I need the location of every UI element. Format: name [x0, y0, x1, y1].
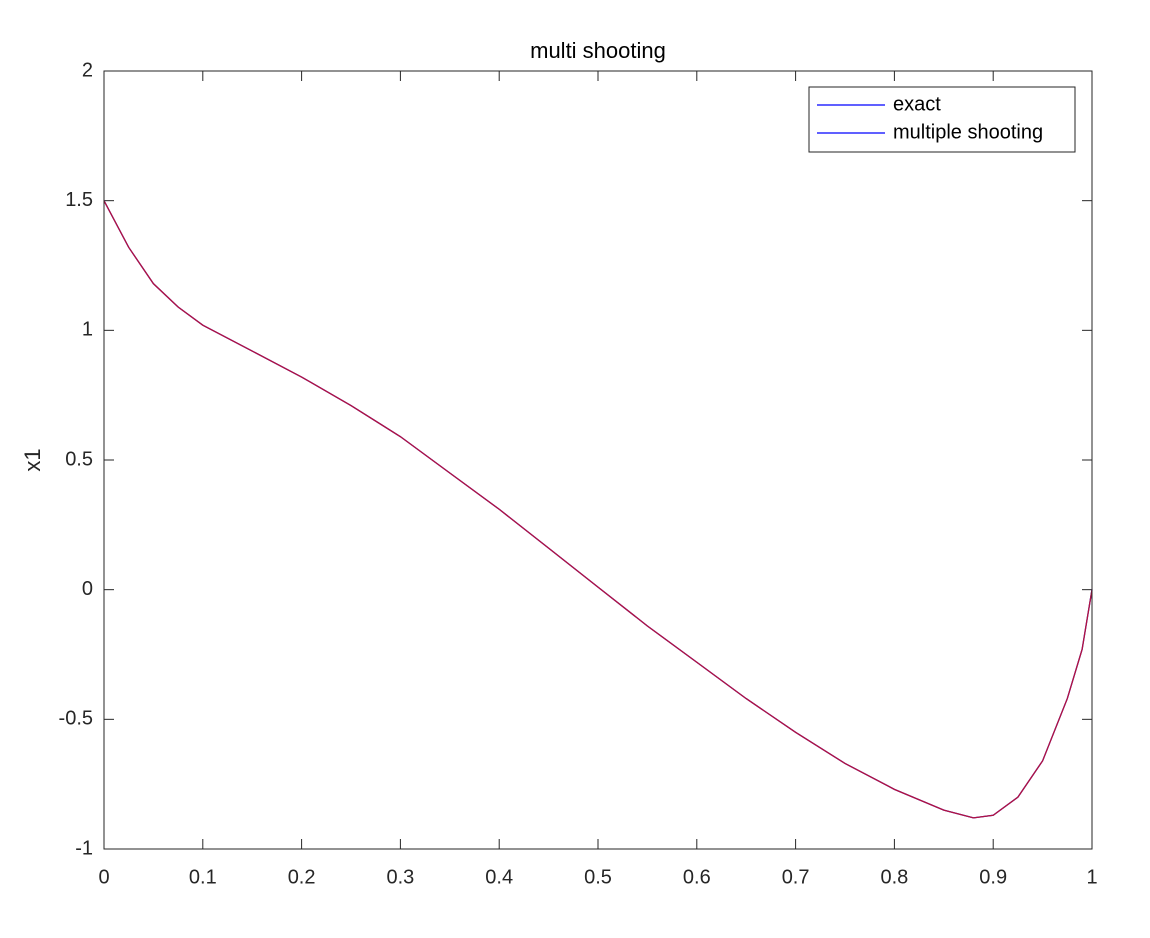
chart-title: multi shooting — [530, 38, 666, 63]
axes-box — [103, 70, 1093, 850]
y-tick-label: 1.5 — [65, 189, 93, 211]
legend-label: multiple shooting — [893, 121, 1043, 143]
y-tick-label: 0.5 — [65, 448, 93, 470]
y-tick-label: 2 — [82, 59, 93, 81]
series-line — [103, 200, 1093, 819]
x-tick-label: 0.3 — [386, 866, 414, 888]
legend-box — [808, 86, 1076, 153]
x-tick-label: 0.5 — [584, 866, 612, 888]
legend-label: exact — [893, 93, 941, 115]
x-tick-label: 0.8 — [880, 866, 908, 888]
y-tick-label: 1 — [82, 319, 93, 341]
y-tick-label: -1 — [75, 837, 93, 859]
x-tick-label: 0 — [98, 866, 109, 888]
y-tick-label: -0.5 — [59, 708, 93, 730]
x-tick-label: 0.7 — [782, 866, 810, 888]
x-tick-label: 0.1 — [189, 866, 217, 888]
x-tick-label: 0.4 — [485, 866, 513, 888]
x-tick-label: 0.6 — [683, 866, 711, 888]
x-tick-label: 1 — [1086, 866, 1097, 888]
x-tick-label: 0.2 — [288, 866, 316, 888]
x-tick-label: 0.9 — [979, 866, 1007, 888]
y-tick-label: 0 — [82, 578, 93, 600]
plot-area — [104, 71, 1092, 849]
y-axis-label: x1 — [20, 448, 45, 471]
